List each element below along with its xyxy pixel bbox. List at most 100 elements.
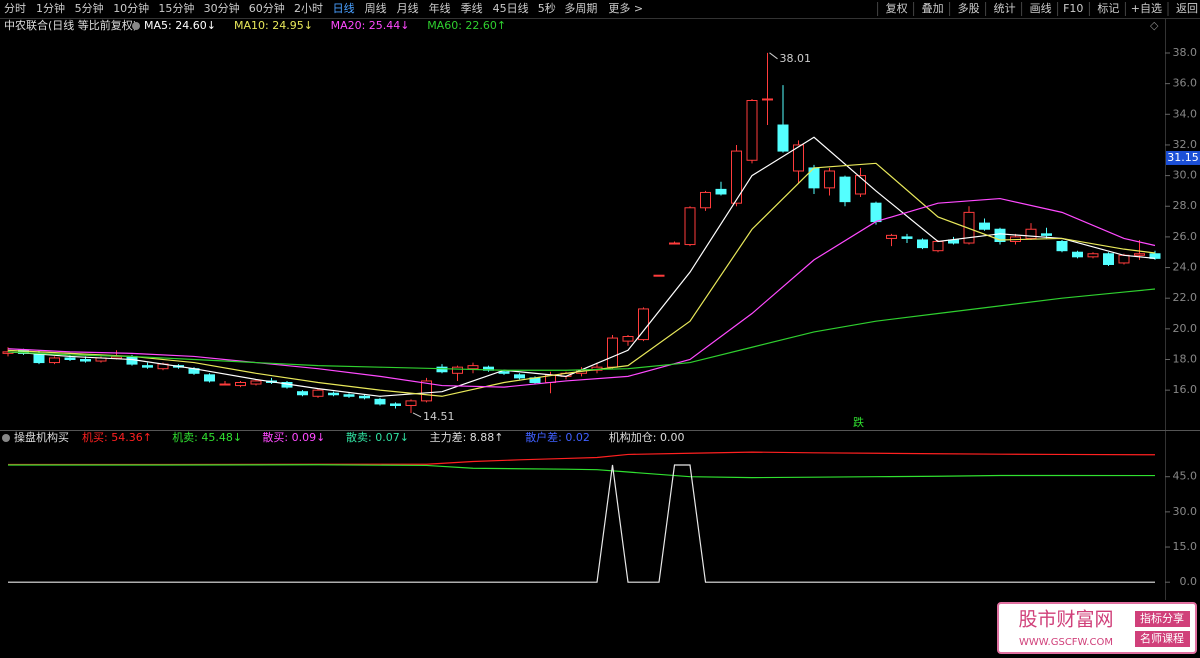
candle-body [700,191,711,209]
legend-entry: MA60: 22.60↑ [427,19,506,32]
series-line [7,136,1156,397]
candle-body [49,357,60,364]
period-tab[interactable]: 日线 [333,1,355,15]
legend-entry: MA10: 24.95↓ [234,19,313,32]
price-tag-label: 31.15 [1167,151,1199,164]
candle-body [839,176,851,203]
candle-body [963,211,975,244]
candle-body [64,357,76,361]
candle-body [932,240,944,252]
candle-body [421,380,432,402]
series-line [8,464,1155,583]
period-tab[interactable]: 5分钟 [75,1,104,15]
y-tick-label: 24.0 [1173,261,1198,274]
tool-button[interactable]: 复权 [886,1,908,15]
y-tick-label: 45.0 [1173,470,1198,483]
annotation-pointer [769,52,778,60]
period-tab[interactable]: 周线 [365,1,387,15]
period-tab[interactable]: 1分钟 [36,1,65,15]
candle-body [669,242,680,245]
tool-button[interactable]: 叠加 [922,2,944,15]
period-tab[interactable]: 多周期 [564,1,597,15]
watermark: 股市财富网 WWW.GSCFW.COM 指标分享 名师课程 [997,602,1197,654]
tool-button[interactable]: 统计 [994,2,1016,15]
legend-entry: 散户差: 0.02 [525,430,590,444]
candle-body [297,391,308,396]
candle-body [204,374,215,382]
candle-body [855,175,866,195]
legend-entry: 机构加仓: 0.00 [609,430,685,444]
tool-button[interactable]: 返回 [1176,2,1198,15]
candle-body [142,365,153,368]
tool-button[interactable]: F10 [1063,2,1083,15]
y-tick-label: 30.0 [1173,505,1198,518]
period-tab[interactable]: 15分钟 [158,1,194,15]
tool-button[interactable]: 标记 [1097,1,1119,15]
candle-body [901,236,913,239]
legend-toggle[interactable] [132,22,140,30]
tag-bg [1135,611,1190,627]
y-tick-label: 36.0 [1173,77,1198,90]
period-tab[interactable]: 分时 [4,2,26,15]
period-tab[interactable]: 60分钟 [249,1,285,15]
period-tab[interactable]: 更多 > [608,1,643,15]
candle-body [731,150,742,204]
high-annotation: 38.01 [780,52,812,65]
candle-body [917,239,928,249]
legend-entry: 主力差: 8.88↑ [430,430,504,444]
candle-body [452,366,463,374]
candle-body [514,374,525,379]
watermark-title: 股市财富网 [1018,609,1113,631]
period-tab[interactable]: 30分钟 [204,1,240,15]
period-tab[interactable]: 10分钟 [113,1,149,15]
price-tag [1166,150,1200,165]
legend-entry: 机卖: 45.48↓ [172,430,242,444]
candle-body [312,389,324,397]
series-line [7,197,1156,388]
candle-body [219,383,231,386]
candle-body [359,395,370,399]
tool-button[interactable]: 画线 [1030,1,1052,15]
tool-button[interactable]: +自选 [1131,2,1162,15]
y-tick-label: 15.0 [1173,540,1198,553]
candle-body [1087,253,1099,258]
candle-body [250,380,262,385]
candle-body [1056,240,1068,252]
candle-body [436,366,448,373]
period-tab[interactable]: 月线 [397,1,419,15]
diamond: ◇ [1150,19,1159,32]
series-line [8,464,1156,479]
legend-entry: 散卖: 0.07↓ [346,430,409,444]
candle-body [777,124,789,152]
candle-body [343,394,355,397]
period-tab[interactable]: 5秒 [538,1,556,15]
period-tab[interactable]: 季线 [461,1,483,15]
period-tab[interactable]: 45日线 [493,1,529,15]
candle-body [824,170,835,189]
y-tick-label: 32.0 [1173,138,1198,151]
candle-body [979,222,990,230]
watermark-url: WWW.GSCFW.COM [1019,637,1113,648]
low-annotation: 14.51 [423,410,455,423]
y-tick-label: 34.0 [1173,107,1198,120]
period-tab[interactable]: 2小时 [294,2,323,15]
series-line [7,288,1156,371]
candle-body [235,381,246,387]
legend-toggle[interactable] [2,434,10,442]
y-tick-label: 22.0 [1173,291,1198,304]
candle-body [1103,253,1114,265]
candle-body [653,274,665,277]
legend-entry: MA20: 25.44↓ [331,19,410,32]
candle-body [328,392,339,396]
y-tick-label: 16.0 [1173,383,1198,396]
tool-button[interactable]: 多股 [958,1,980,15]
candle-body [374,398,386,405]
candle-body [793,144,804,172]
candle-body [870,202,882,223]
period-tab[interactable]: 年线 [429,1,451,15]
y-tick-label: 18.0 [1173,353,1198,366]
legend-entry: 机买: 54.36↑ [82,430,152,444]
y-tick-label: 26.0 [1173,230,1198,243]
